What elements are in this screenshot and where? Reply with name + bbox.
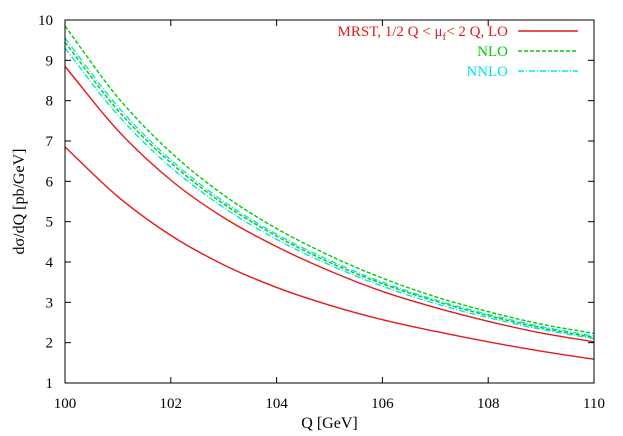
y-axis-title: dσ/dQ [pb/GeV]	[11, 149, 28, 255]
x-tick-label: 110	[583, 396, 605, 412]
x-tick-labels: 100 102 104 106 108 110	[54, 396, 605, 412]
y-tick-labels: 1 2 3 4 5 6 7 8 9 10	[38, 13, 54, 392]
series-line-nnlo-4	[64, 37, 595, 337]
series-line-lo-0	[64, 65, 595, 343]
plot-frame	[64, 19, 595, 384]
y-tick-label: 5	[46, 215, 54, 231]
y-tick-label: 2	[46, 336, 54, 352]
y-tick-label: 3	[46, 295, 54, 311]
legend-label-2: NNLO	[466, 64, 508, 80]
x-axis-title: Q [GeV]	[301, 415, 357, 432]
x-tick-label: 104	[265, 396, 288, 412]
legend-label-0: MRST, 1/2 Q < μf< 2 Q, LO	[338, 24, 509, 43]
x-tick-label: 108	[477, 396, 500, 412]
series-line-nlo-3	[64, 41, 595, 339]
x-tick-label: 100	[54, 396, 77, 412]
y-tick-label: 6	[46, 174, 54, 190]
y-tick-label: 9	[46, 53, 54, 69]
series-line-nnlo-5	[64, 47, 595, 340]
y-tick-label: 1	[46, 376, 54, 392]
y-tick-label: 10	[38, 13, 53, 29]
series-layer	[64, 25, 595, 360]
x-tick-label: 106	[371, 396, 394, 412]
y-tick-label: 4	[46, 255, 54, 271]
tick-marks	[64, 19, 595, 384]
x-tick-label: 102	[160, 396, 183, 412]
series-line-nlo-2	[64, 25, 595, 335]
legend-label-1: NLO	[477, 44, 508, 60]
y-tick-label: 7	[46, 134, 54, 150]
series-line-lo-1	[64, 146, 595, 360]
y-tick-label: 8	[46, 94, 54, 110]
